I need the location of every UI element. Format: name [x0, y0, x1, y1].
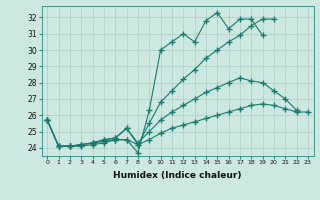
X-axis label: Humidex (Indice chaleur): Humidex (Indice chaleur) — [113, 171, 242, 180]
